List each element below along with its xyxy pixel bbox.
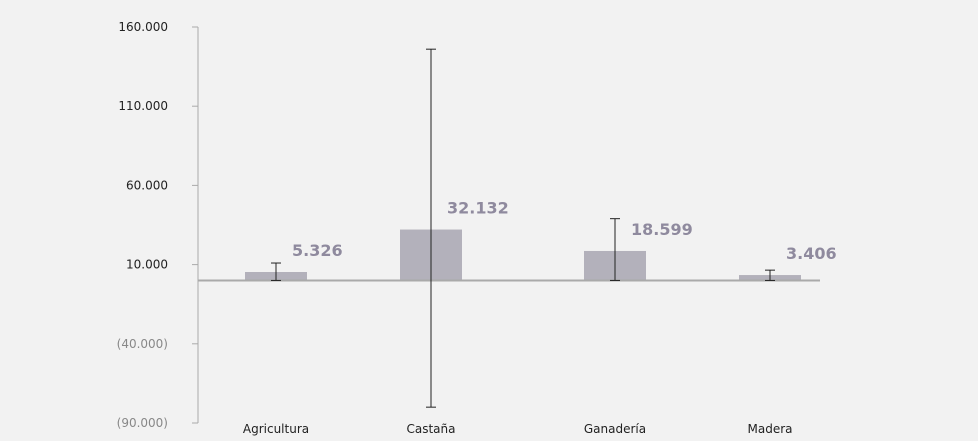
y-tick-label: 160.000	[118, 20, 168, 34]
category-label: Madera	[748, 422, 793, 436]
y-tick-label: 10.000	[126, 258, 168, 272]
category-label: Castaña	[406, 422, 455, 436]
axis-layer: 160.000 110.000 60.000 10.000 (40.000) (90.00…	[117, 20, 199, 430]
data-label: 32.132	[447, 199, 509, 218]
y-tick-label: 110.000	[118, 99, 168, 113]
y-tick-label: (40.000)	[117, 337, 168, 351]
data-label: 3.406	[786, 244, 837, 263]
y-tick-label: (90.000)	[117, 416, 168, 430]
category-label: Agricultura	[243, 422, 309, 436]
data-label: 5.326	[292, 241, 343, 260]
data-label: 18.599	[631, 220, 693, 239]
y-tick-label: 60.000	[126, 178, 168, 192]
category-label: Ganadería	[584, 422, 646, 436]
error-bars-layer	[271, 48, 775, 408]
labels-layer: 5.326 32.132 18.599 3.406 Agricultura Castaña…	[243, 199, 837, 436]
